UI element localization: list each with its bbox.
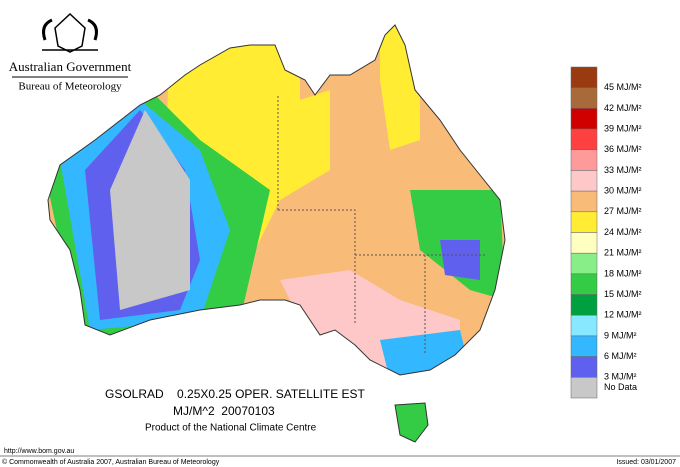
caption-product: GSOLRAD 0.25X0.25 OPER. SATELLITE EST [105, 387, 366, 401]
legend-swatch [570, 128, 598, 150]
legend-swatch [570, 66, 598, 88]
legend-swatch [570, 149, 598, 171]
legend-swatch [570, 170, 598, 192]
caption-source: Product of the National Climate Centre [145, 423, 317, 434]
legend-swatch [570, 294, 598, 316]
bureau-name: Bureau of Meteorology [18, 81, 122, 93]
legend-label: 39 MJ/M² [604, 123, 642, 133]
legend-label: 27 MJ/M² [604, 206, 642, 216]
caption-units-date: MJ/M^2 20070103 [173, 404, 275, 418]
legend-swatch [570, 315, 598, 337]
legend-swatch [570, 335, 598, 357]
footer-copyright: © Commonwealth of Australia 2007, Austra… [2, 458, 220, 466]
legend-label: 24 MJ/M² [604, 227, 642, 237]
legend-label: 12 MJ/M² [604, 310, 642, 320]
legend: 45 MJ/M² 42 MJ/M² 39 MJ/M² 36 MJ/M² 33 MJ/M²… [570, 66, 642, 399]
legend-swatch [570, 377, 598, 399]
footer-issued: Issued: 03/01/2007 [616, 459, 676, 466]
state-borders [277, 95, 485, 355]
legend-label: 33 MJ/M² [604, 165, 642, 175]
legend-label: 30 MJ/M² [604, 186, 642, 196]
legend-label: 36 MJ/M² [604, 144, 642, 154]
legend-label: 15 MJ/M² [604, 289, 642, 299]
legend-label: 21 MJ/M² [604, 248, 642, 258]
legend-swatch [570, 232, 598, 254]
legend-label: 45 MJ/M² [604, 82, 642, 92]
legend-swatch [570, 211, 598, 233]
coastline [47, 24, 506, 443]
legend-label: 3 MJ/M² [604, 372, 637, 382]
legend-label: 9 MJ/M² [604, 330, 637, 340]
legend-label: 42 MJ/M² [604, 103, 642, 113]
legend-label: No Data [604, 382, 637, 392]
footer-url: http://www.bom.gov.au [4, 448, 74, 455]
legend-swatch [570, 273, 598, 295]
legend-swatch [570, 356, 598, 378]
gov-title: Australian Government [9, 59, 132, 74]
legend-swatch [570, 190, 598, 213]
legend-swatch [570, 108, 598, 130]
legend-swatch [570, 252, 598, 275]
legend-swatch [570, 87, 598, 109]
legend-label: 6 MJ/M² [604, 351, 637, 361]
legend-label: 18 MJ/M² [604, 268, 642, 278]
crest [42, 12, 98, 53]
